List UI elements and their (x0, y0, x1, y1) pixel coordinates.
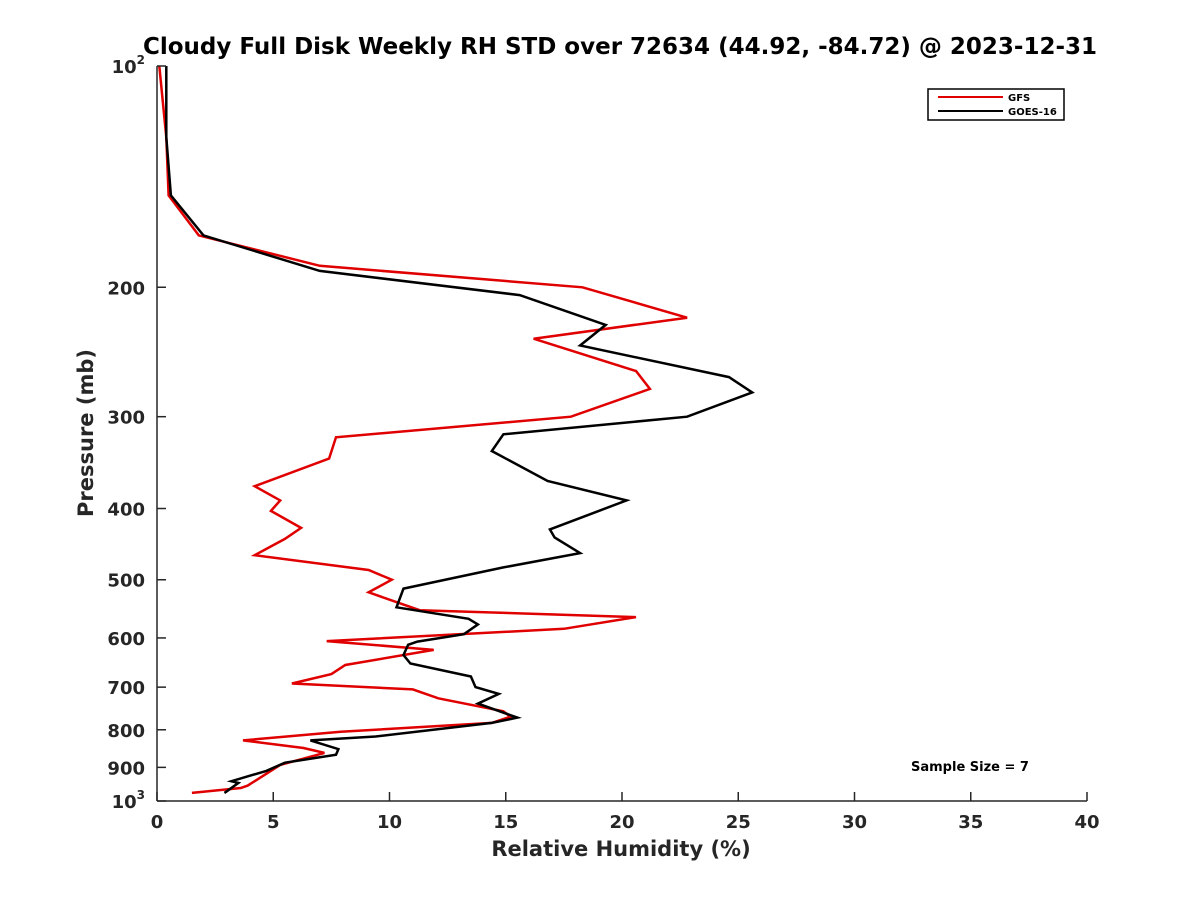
x-tick-label: 15 (493, 812, 518, 833)
x-tick-label: 30 (842, 812, 867, 833)
x-ticks-group: 0 5 10 15 20 25 30 35 40 (151, 792, 1100, 833)
x-tick-label: 5 (267, 812, 280, 833)
x-tick-label: 10 (377, 812, 402, 833)
y-tick-label: 700 (107, 678, 145, 699)
y-tick-label: 900 (107, 758, 145, 779)
legend-box (927, 88, 1065, 121)
y-tick-label: 200 (107, 278, 145, 299)
series-line-gfs (158, 65, 688, 795)
x-tick-label: 35 (958, 812, 983, 833)
chart-title: Cloudy Full Disk Weekly RH STD over 7263… (143, 34, 1097, 60)
y-tick-label: 600 (107, 629, 145, 650)
x-tick-label: 20 (609, 812, 634, 833)
legend-label-gfs: GFS (1008, 93, 1030, 104)
x-tick-label: 0 (151, 812, 164, 833)
legend-label-goes16: GOES-16 (1008, 107, 1057, 118)
y-tick-label: 300 (107, 408, 145, 429)
x-axis-label: Relative Humidity (%) (491, 837, 750, 861)
sample-size-annotation: Sample Size = 7 (911, 760, 1029, 775)
x-tick-label: 40 (1074, 812, 1099, 833)
y-tick-label: 800 (107, 721, 145, 742)
plot-lines-group (158, 65, 755, 795)
y-axis-label: Pressure (mb) (74, 349, 98, 517)
y-tick-label: 400 (107, 500, 145, 521)
legend: GFS GOES-16 (927, 88, 1065, 121)
series-line-goes16 (165, 66, 755, 794)
x-tick-label: 25 (726, 812, 751, 833)
y-tick-label: 500 (107, 571, 145, 592)
